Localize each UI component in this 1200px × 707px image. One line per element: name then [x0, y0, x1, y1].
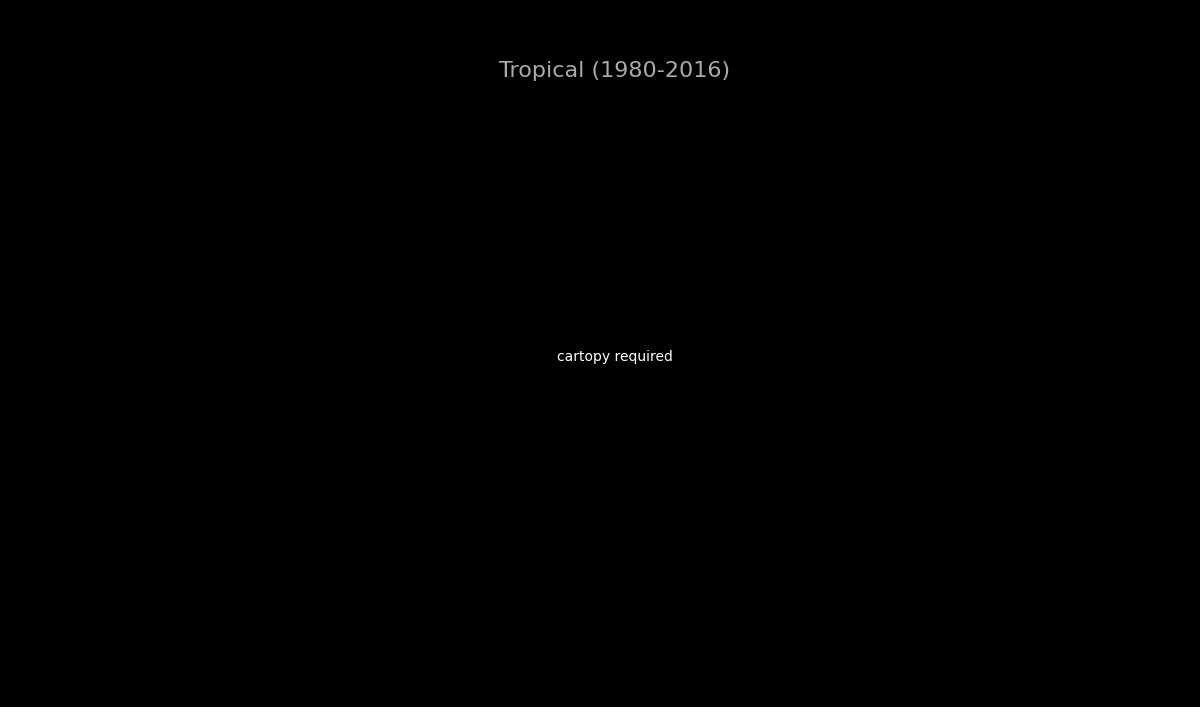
Text: cartopy required: cartopy required [557, 350, 673, 364]
Title: Tropical (1980-2016): Tropical (1980-2016) [499, 61, 731, 81]
